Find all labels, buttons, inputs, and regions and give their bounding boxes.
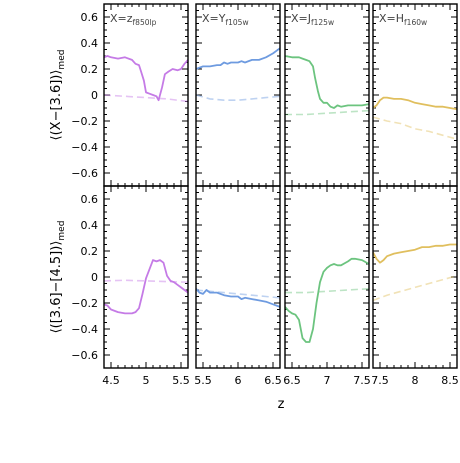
series-solid-top <box>372 96 458 111</box>
x-tick-label: 6 <box>235 374 242 387</box>
series-solid-bottom <box>195 288 281 308</box>
y-tick-label: −0.6 <box>71 349 98 362</box>
panel-frame <box>284 3 370 187</box>
x-tick-label: 6.5 <box>283 374 301 387</box>
y-axis-label-top-row: ⟨(X−[3.6])⟩med <box>49 50 67 141</box>
panel-top-4: X=Hf160w <box>372 3 458 187</box>
panel-label: X=Yf105w <box>202 12 249 27</box>
x-axis-label: z <box>278 397 285 412</box>
y-tick-label: 0.2 <box>81 245 99 258</box>
y-tick-label: 0 <box>91 89 98 102</box>
y-tick-label: 0.6 <box>81 11 99 24</box>
x-tick-label: 7.5 <box>371 374 389 387</box>
y-tick-label: −0.2 <box>71 115 98 128</box>
y-tick-label: −0.4 <box>71 141 98 154</box>
panel-label: X=Jf125w <box>291 12 334 27</box>
series-dashed-top <box>195 94 281 101</box>
y-tick-label: −0.4 <box>71 323 98 336</box>
panel-top-3: X=Jf125w <box>284 3 370 187</box>
panel-frame <box>103 185 189 369</box>
panel-frame <box>372 3 458 187</box>
y-tick-label: 0.6 <box>81 193 99 206</box>
x-tick-label: 6.5 <box>264 374 282 387</box>
y-tick-label: 0.2 <box>81 63 99 76</box>
panel-bottom-4 <box>372 185 458 369</box>
series-dashed-top <box>103 94 189 103</box>
series-solid-bottom <box>284 257 370 343</box>
x-tick-label: 5.5 <box>172 374 190 387</box>
y-axis-label-top-subscript: med <box>57 50 67 70</box>
x-tick-label: 5.5 <box>194 374 212 387</box>
series-dashed-top <box>285 109 370 116</box>
y-tick-label: 0 <box>91 271 98 284</box>
series-solid-bottom <box>372 243 457 264</box>
panel-bottom-2 <box>195 185 281 369</box>
y-axis-label-top-main: ⟨(X−[3.6])⟩ <box>49 70 64 141</box>
panel-frame <box>195 185 281 369</box>
x-tick-label: 4.5 <box>102 374 120 387</box>
panel-frame <box>372 185 458 369</box>
panel-bottom-1: 0.6 0.4 0.2 0 −0.2 −0.4 −0.6 <box>71 185 189 369</box>
series-solid-bottom <box>103 259 189 315</box>
x-tick-label: 7 <box>324 374 331 387</box>
panel-label-subscript: f105w <box>225 18 248 27</box>
series-solid-top <box>284 55 370 109</box>
panel-label: X=zf850lp <box>110 12 157 27</box>
x-tick-label: 5 <box>143 374 150 387</box>
panel-label-subscript: f125w <box>311 18 334 27</box>
panel-label-main: X=z <box>110 12 133 25</box>
panel-label-subscript: f160w <box>404 18 427 27</box>
y-axis-label-bottom-main: ⟨([3.6]−[4.5])⟩ <box>49 241 64 334</box>
panel-label-main: X=Y <box>202 12 226 25</box>
series-dashed-bottom <box>285 287 370 294</box>
x-tick-label: 8.5 <box>441 374 459 387</box>
panel-top-1: 0.6 0.4 0.2 0 −0.2 −0.4 −0.6 X=zf850lp <box>71 3 189 187</box>
panels-layer: 0.6 0.4 0.2 0 −0.2 −0.4 −0.6 X=zf850lp 0.6 0.4 0.2… <box>71 3 459 387</box>
series-solid-top <box>103 55 189 102</box>
x-tick-label: 7.5 <box>353 374 371 387</box>
y-tick-label: 0.4 <box>81 37 99 50</box>
panel-bottom-3 <box>284 185 370 369</box>
series-dashed-bottom <box>195 289 281 299</box>
x-tick-label: 8 <box>412 374 419 387</box>
panel-label-subscript: f850lp <box>133 18 157 27</box>
y-axis-label-bottom-row: ⟨([3.6]−[4.5])⟩med <box>49 221 67 334</box>
panel-top-2: X=Yf105w <box>195 3 281 187</box>
series-dashed-bottom <box>372 274 458 302</box>
panel-frame <box>284 185 370 369</box>
panel-label-main: X=H <box>379 12 404 25</box>
y-tick-label: 0.4 <box>81 219 99 232</box>
y-tick-label: −0.6 <box>71 167 98 180</box>
panel-label-main: X=J <box>291 12 311 25</box>
y-axis-label-bottom-subscript: med <box>57 221 67 241</box>
series-solid-top <box>195 47 281 70</box>
panel-frame <box>195 3 281 187</box>
series-dashed-top <box>372 116 458 140</box>
panel-label: X=Hf160w <box>379 12 427 27</box>
y-tick-label: −0.2 <box>71 297 98 310</box>
